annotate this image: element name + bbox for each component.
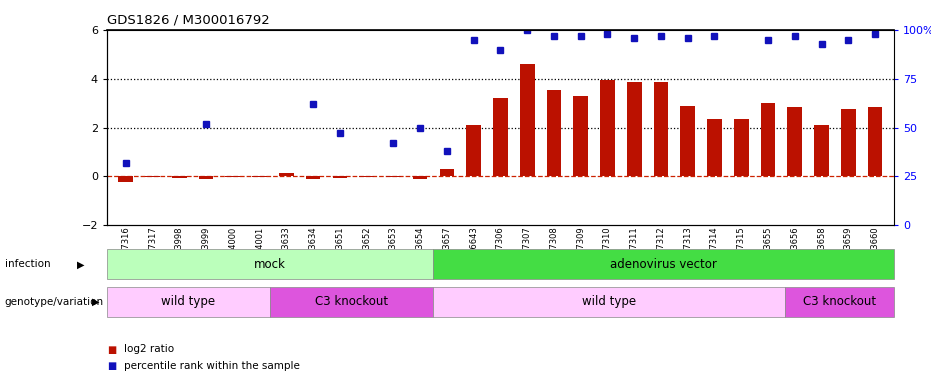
Bar [305,176,320,179]
Bar [841,109,856,176]
Bar [546,90,561,176]
Bar [466,125,481,176]
Text: ■: ■ [107,361,116,370]
Bar [600,80,614,176]
Bar [519,64,534,176]
Text: wild type: wild type [161,296,215,308]
Bar [654,82,668,176]
Text: mock: mock [254,258,286,271]
Bar [145,176,160,177]
Bar [439,169,454,176]
Text: ▶: ▶ [77,260,85,269]
Text: genotype/variation: genotype/variation [5,297,103,307]
Bar [359,176,374,177]
Text: infection: infection [5,260,50,269]
Text: C3 knockout: C3 knockout [803,296,876,308]
Text: ■: ■ [107,345,116,354]
Text: GDS1826 / M300016792: GDS1826 / M300016792 [107,13,270,26]
Bar [118,176,133,182]
Bar [573,96,588,176]
Bar [198,176,213,179]
Bar [252,176,267,177]
Bar [761,103,776,176]
Bar [493,98,507,176]
Text: C3 knockout: C3 knockout [315,296,388,308]
Bar [332,176,347,178]
Bar [225,176,240,177]
Bar [279,172,293,176]
Bar [868,107,883,176]
Bar [814,125,829,176]
Bar [627,82,641,176]
Text: log2 ratio: log2 ratio [124,345,174,354]
Text: ▶: ▶ [92,297,100,307]
Text: percentile rank within the sample: percentile rank within the sample [124,361,300,370]
Text: wild type: wild type [582,296,636,308]
Bar [788,107,803,176]
Bar [172,176,187,178]
Text: adenovirus vector: adenovirus vector [610,258,717,271]
Bar [708,119,722,176]
Bar [681,106,695,176]
Bar [412,176,427,179]
Bar [734,119,749,176]
Bar [386,176,400,177]
